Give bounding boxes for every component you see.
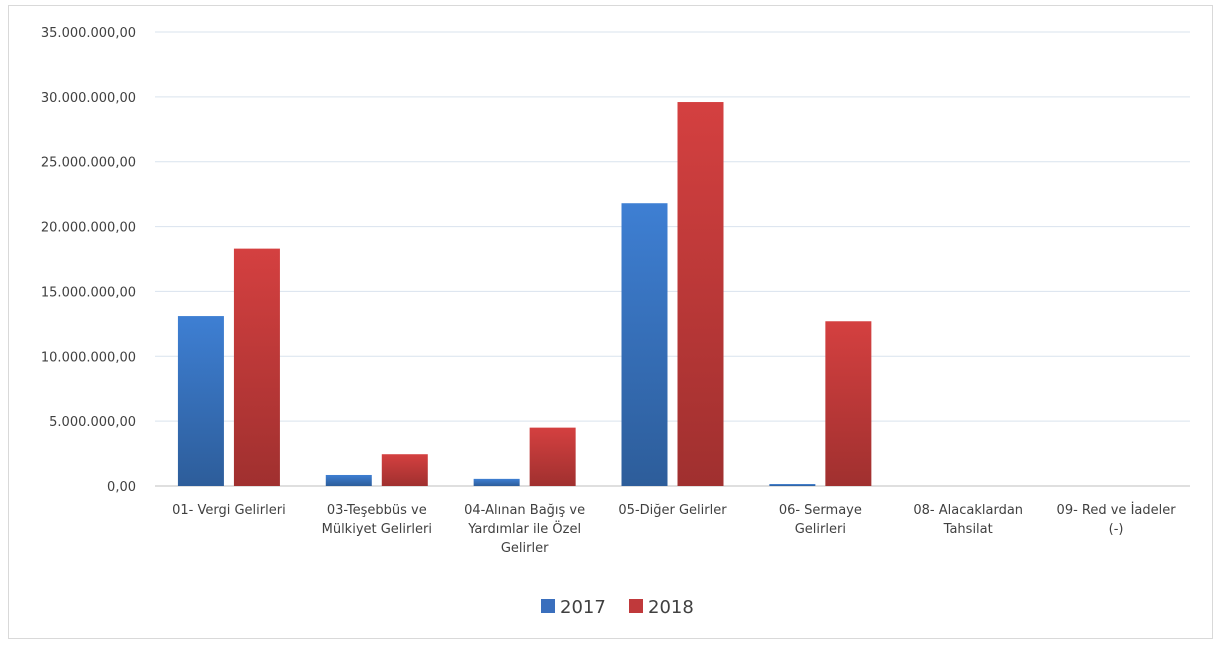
- bar-2018: [381, 454, 428, 486]
- y-tick-label: 0,00: [107, 480, 136, 495]
- x-category-label: 03-Teşebbüs ve Mülkiyet Gelirleri: [322, 503, 432, 537]
- bar-2017: [769, 484, 816, 486]
- legend-item-2018: 2018: [629, 597, 694, 618]
- legend-swatch: [629, 599, 643, 613]
- bar-2017: [473, 478, 520, 486]
- y-tick-label: 5.000.000,00: [49, 415, 136, 430]
- legend-item-2017: 2017: [541, 597, 606, 618]
- y-tick-label: 35.000.000,00: [41, 26, 136, 41]
- bar-2018: [677, 102, 724, 486]
- bars: [177, 102, 872, 487]
- x-category-label: 05-Diğer Gelirler: [618, 503, 727, 518]
- x-category-label: 01- Vergi Gelirleri: [172, 503, 286, 518]
- x-category-label: 09- Red ve İadeler (-): [1057, 502, 1177, 537]
- bar-2017: [325, 474, 372, 486]
- x-axis-category-labels: 01- Vergi Gelirleri 03-Teşebbüs ve Mülkiye…: [172, 502, 1176, 556]
- bar-2018: [529, 427, 576, 486]
- y-axis-tick-labels: 0,00 5.000.000,00 10.000.000,00 15.000.000,…: [41, 26, 136, 495]
- gridlines: [155, 31, 1190, 487]
- bar-2017: [621, 203, 668, 487]
- x-category-label: 04-Alınan Bağış ve Yardımlar ile Özel Geli…: [464, 503, 585, 556]
- y-tick-label: 25.000.000,00: [41, 156, 136, 171]
- x-category-label: 06- Sermaye Gelirleri: [779, 503, 862, 537]
- y-tick-label: 15.000.000,00: [41, 285, 136, 300]
- bar-2018: [233, 248, 280, 486]
- bar-2018: [825, 321, 872, 486]
- legend-label: 2017: [560, 597, 606, 618]
- y-tick-label: 20.000.000,00: [41, 221, 136, 236]
- legend-label: 2018: [648, 597, 694, 618]
- legend: 2017 2018: [541, 597, 694, 618]
- y-tick-label: 10.000.000,00: [41, 350, 136, 365]
- x-category-label: 08- Alacaklardan Tahsilat: [913, 503, 1023, 537]
- legend-swatch: [541, 599, 555, 613]
- bar-2017: [177, 316, 224, 486]
- y-tick-label: 30.000.000,00: [41, 91, 136, 106]
